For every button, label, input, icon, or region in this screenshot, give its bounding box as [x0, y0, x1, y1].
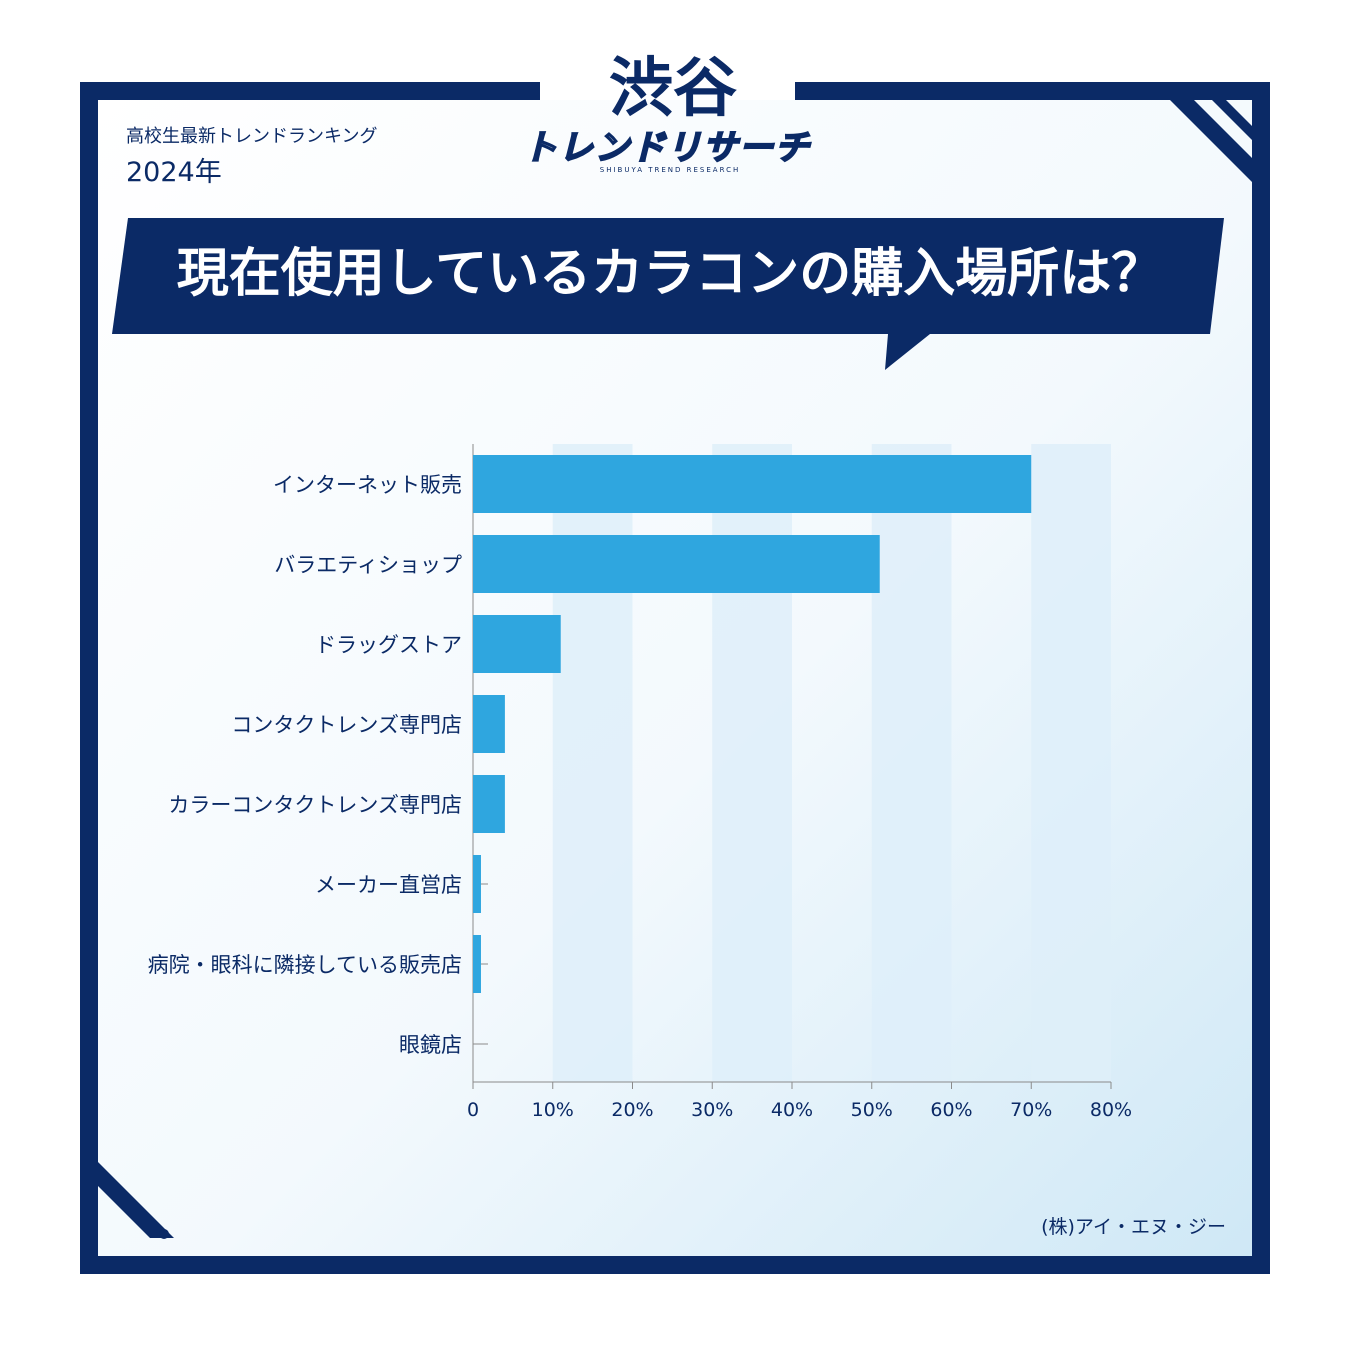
corner-dot-icon [159, 1229, 169, 1239]
corner-stripe-bottom-left [98, 1162, 174, 1238]
category-label: インターネット販売 [273, 473, 462, 497]
x-tick-label: 0 [467, 1099, 479, 1121]
logo-english: SHIBUYA TREND RESEARCH [599, 166, 741, 174]
bar [473, 775, 505, 833]
title-banner [112, 218, 1224, 334]
x-tick-label: 30% [691, 1099, 733, 1121]
category-label: メーカー直営店 [315, 873, 462, 897]
bar [473, 935, 481, 993]
bar [473, 535, 880, 593]
year: 2024年 [126, 157, 222, 188]
credit: (株)アイ・エヌ・ジー [1041, 1216, 1226, 1238]
bar [473, 695, 505, 753]
question-title: 現在使用しているカラコンの購入場所は？ [176, 244, 1164, 304]
corner-stripe-top-right-2 [1212, 100, 1252, 140]
bar [473, 855, 481, 913]
category-label: 眼鏡店 [399, 1033, 462, 1057]
logo-trend-research: トレンドリサーチ [522, 127, 811, 169]
category-label: ドラッグストア [315, 633, 462, 657]
category-label: 病院・眼科に隣接している販売店 [148, 953, 462, 977]
logo-shibuya: 渋谷 [609, 52, 737, 126]
x-tick-label: 60% [930, 1099, 972, 1121]
grid-band [1031, 444, 1111, 1082]
category-label: コンタクトレンズ専門店 [231, 713, 462, 737]
x-tick-label: 50% [851, 1099, 893, 1121]
category-label: カラーコンタクトレンズ専門店 [168, 793, 462, 817]
x-tick-label: 80% [1090, 1099, 1132, 1121]
subtitle: 高校生最新トレンドランキング [126, 126, 378, 147]
x-tick-label: 20% [611, 1099, 653, 1121]
x-tick-label: 40% [771, 1099, 813, 1121]
bar [473, 615, 561, 673]
category-label: バラエティショップ [274, 553, 462, 577]
grid-band [871, 444, 952, 1082]
corner-stripe-top-right [1170, 100, 1252, 182]
x-tick-label: 10% [532, 1099, 574, 1121]
bar [473, 455, 1032, 513]
x-tick-label: 70% [1010, 1099, 1052, 1121]
title-banner-tail [885, 334, 930, 370]
